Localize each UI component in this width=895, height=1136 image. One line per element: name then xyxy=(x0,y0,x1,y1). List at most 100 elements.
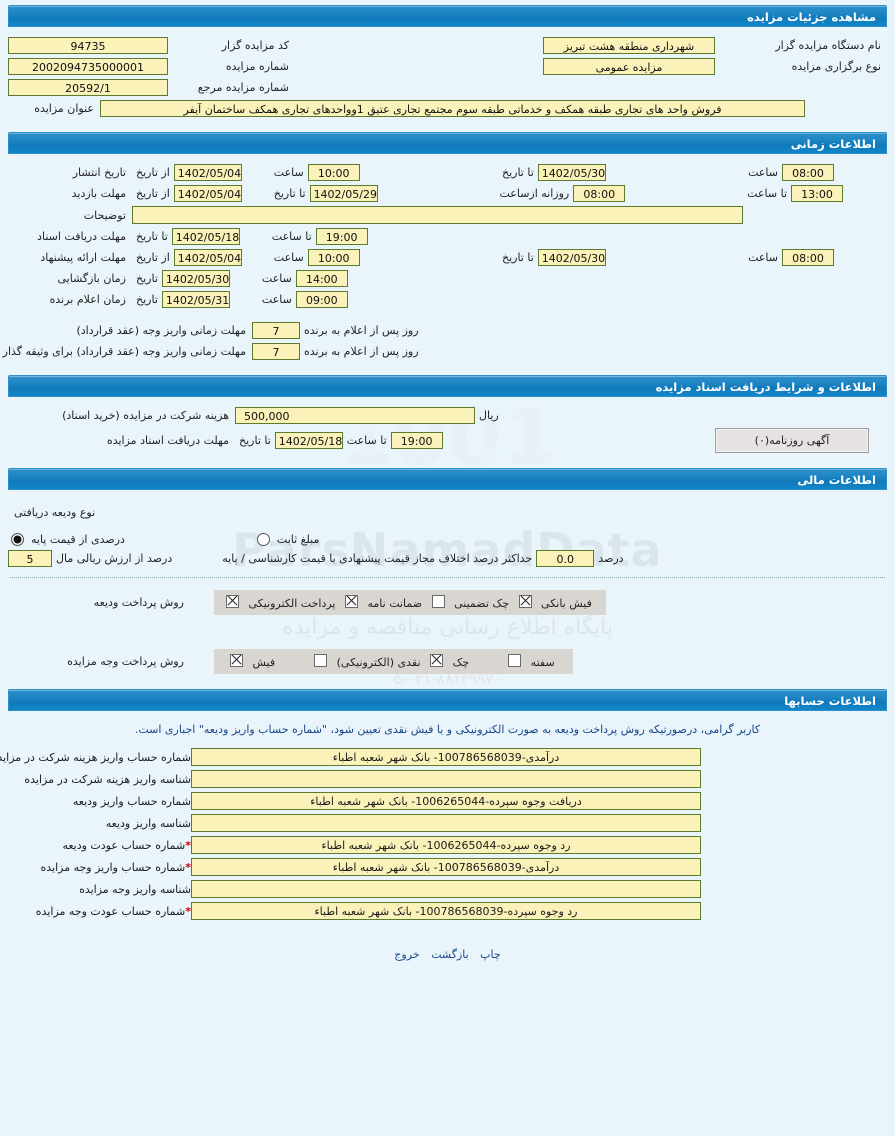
field-auction-code[interactable]: 94735 xyxy=(8,37,168,54)
label-auction-code: کد مزایده گزار xyxy=(221,39,289,52)
label-deposit-opt-3: فیش بانکی xyxy=(541,597,592,610)
field-ref-number[interactable]: 20592/1 xyxy=(8,79,168,96)
field-payment-deadline-1-days[interactable]: 7 xyxy=(252,322,300,339)
checkbox-auction-promissory-note[interactable] xyxy=(508,654,522,667)
field-participation-fee-account[interactable]: درآمدی-100786568039- بانک شهر شعبه اطباء xyxy=(191,748,701,766)
field-publish-to-hour[interactable]: 08:00 xyxy=(782,164,834,181)
field-publish-from-date[interactable]: 1402/05/04 xyxy=(173,164,242,181)
account-row: دریافت وجوه سپرده-1006265044- بانک شهر ش… xyxy=(8,792,887,810)
checkbox-auction-cheque[interactable] xyxy=(430,654,444,667)
radio-fixed-amount[interactable] xyxy=(256,533,270,546)
label-auction-refund-account: *شماره حساب عودت وجه مزایده xyxy=(35,904,191,918)
field-visit-to-date[interactable]: 1402/05/29 xyxy=(309,185,378,202)
required-asterisk: * xyxy=(185,838,191,852)
row-deposit-radios: مبلغ ثابت درصدی از قیمت پایه xyxy=(8,533,887,546)
newspaper-ad-button[interactable]: آگهی روزنامه(۰) xyxy=(715,428,869,453)
label-auction-title: عنوان مزایده xyxy=(34,102,94,115)
field-payment-deadline-2-days[interactable]: 7 xyxy=(252,343,300,360)
label-publish: تاریخ انتشار xyxy=(72,166,126,179)
field-winner-hour[interactable]: 09:00 xyxy=(295,291,348,308)
divider-dotted xyxy=(10,577,885,578)
field-holding-type[interactable]: مزایده عمومی xyxy=(543,58,715,75)
field-max-diff-percent[interactable]: 0.0 xyxy=(536,550,595,567)
field-description[interactable] xyxy=(132,206,743,224)
field-doc-deadline-hour[interactable]: 19:00 xyxy=(390,432,443,449)
field-participation-fee[interactable]: 500,000 xyxy=(235,407,475,424)
label-publish-to-hour: ساعت xyxy=(748,166,778,179)
label-participation-fee: هزینه شرکت در مزایده (خرید اسناد) xyxy=(62,409,229,422)
field-org-name[interactable]: شهرداری منطقه هشت تبریز xyxy=(543,37,715,54)
section-body-details: نام دستگاه مزایده گزار شهرداری منطقه هشت… xyxy=(8,27,887,127)
accounts-notice: کاربر گرامی، درصورتیکه روش پرداخت ودیعه … xyxy=(134,723,761,736)
label-doc-deadline-hour: تا ساعت xyxy=(346,434,387,447)
field-auction-title[interactable]: فروش واحد های تجاری طبقه همکف و خدماتی ط… xyxy=(100,100,805,117)
label-org-name: نام دستگاه مزایده گزار xyxy=(775,39,881,52)
label-doc-receive-hour: تا ساعت xyxy=(271,230,312,243)
label-offer-from-hour: ساعت xyxy=(273,251,304,264)
field-opening-hour[interactable]: 14:00 xyxy=(295,270,348,287)
field-visit-from-date[interactable]: 1402/05/04 xyxy=(173,185,242,202)
label-auction-opt-1: نقدی (الکترونیکی) xyxy=(336,656,421,669)
row-offer-submit: 08:00 ساعت 1402/05/30 تا تاریخ 10:00 ساع… xyxy=(8,249,887,266)
account-row: شناسه واریز ودیعه xyxy=(8,814,887,832)
label-deposit-payment: روش پرداخت ودیعه xyxy=(93,596,184,609)
checkbox-deposit-guaranteed-cheque[interactable] xyxy=(431,595,445,608)
field-deposit-percent[interactable]: 5 xyxy=(8,550,52,567)
section-header-docs: اطلاعات و شرایط دریافت اسناد مزایده xyxy=(8,375,887,397)
field-publish-from-hour[interactable]: 10:00 xyxy=(307,164,360,181)
account-row: شناسه واریز هزینه شرکت در مزایده xyxy=(8,770,887,788)
section-body-finance: نوع ودیعه دریافتی مبلغ ثابت درصدی از قیم… xyxy=(8,490,887,684)
label-publish-to-date: تا تاریخ xyxy=(501,166,534,179)
field-offer-from-date[interactable]: 1402/05/04 xyxy=(173,249,242,266)
field-offer-to-date[interactable]: 1402/05/30 xyxy=(537,249,606,266)
checkbox-deposit-guarantee-letter[interactable] xyxy=(345,595,358,608)
field-visit-to-hour[interactable]: 13:00 xyxy=(791,185,843,202)
field-opening-date[interactable]: 1402/05/30 xyxy=(161,270,230,287)
row-deposit-payment-methods: فیش بانکی چک تضمینی ضمانت نامه پرداخت ال… xyxy=(8,590,887,615)
checkbox-deposit-bank-receipt[interactable] xyxy=(518,595,532,608)
label-holding-type: نوع برگزاری مزایده xyxy=(791,60,881,73)
field-auction-number[interactable]: 2002094735000001 xyxy=(8,58,168,75)
label-opening-hour: ساعت xyxy=(261,272,292,285)
label-winner-hour: ساعت xyxy=(261,293,292,306)
exit-link[interactable]: خروج xyxy=(394,948,420,961)
checkbox-auction-cash-electronic[interactable] xyxy=(314,654,328,667)
section-body-time: 08:00 ساعت 1402/05/30 تا تاریخ 10:00 ساع… xyxy=(3,154,887,370)
print-link[interactable]: چاپ xyxy=(480,948,501,961)
back-link[interactable]: بازگشت xyxy=(431,948,469,961)
field-deposit-account[interactable]: دریافت وجوه سپرده-1006265044- بانک شهر ش… xyxy=(191,792,701,810)
field-offer-to-hour[interactable]: 08:00 xyxy=(782,249,834,266)
label-auction-opt-3: سفته xyxy=(530,656,555,669)
field-publish-to-date[interactable]: 1402/05/30 xyxy=(537,164,606,181)
field-deposit-refund-account[interactable]: رد وجوه سپرده-1006265044- بانک شهر شعبه … xyxy=(191,836,701,854)
field-participation-fee-identifier[interactable] xyxy=(191,770,701,788)
label-offer-to-date: تا تاریخ xyxy=(501,251,534,264)
field-winner-date[interactable]: 1402/05/31 xyxy=(161,291,230,308)
label-deposit-type: نوع ودیعه دریافتی xyxy=(14,506,96,519)
row-number-and-type: نوع برگزاری مزایده مزایده عمومی شماره مز… xyxy=(8,58,887,75)
field-doc-receive-hour[interactable]: 19:00 xyxy=(315,228,368,245)
field-doc-deadline-date[interactable]: 1402/05/18 xyxy=(274,432,343,449)
section-header-details: مشاهده جزئیات مزایده xyxy=(8,5,887,27)
account-row: درآمدی-100786568039- بانک شهر شعبه اطباء… xyxy=(8,858,887,876)
field-offer-from-hour[interactable]: 10:00 xyxy=(307,249,360,266)
label-doc-deadline: مهلت دریافت اسناد مزایده xyxy=(106,434,229,447)
field-doc-receive-date[interactable]: 1402/05/18 xyxy=(171,228,240,245)
row-ref-number: شماره مزایده مرجع 20592/1 xyxy=(8,79,887,96)
label-winner-date: تاریخ xyxy=(136,293,158,306)
label-deposit-opt-0: پرداخت الکترونیکی xyxy=(248,597,336,610)
radio-percent-of-base[interactable] xyxy=(11,533,24,546)
checkbox-deposit-electronic[interactable] xyxy=(226,595,239,608)
field-visit-daily-hour[interactable]: 08:00 xyxy=(573,185,626,202)
label-deposit-identifier: شناسه واریز ودیعه xyxy=(105,816,191,830)
field-deposit-identifier[interactable] xyxy=(191,814,701,832)
label-auction-payment-identifier: شناسه واریز وجه مزایده xyxy=(79,882,191,896)
field-auction-payment-identifier[interactable] xyxy=(191,880,701,898)
row-doc-deadline: آگهی روزنامه(۰) 19:00 تا ساعت 1402/05/18… xyxy=(8,428,887,453)
label-participation-fee-identifier: شناسه واریز هزینه شرکت در مزایده xyxy=(24,772,191,786)
field-auction-refund-account[interactable]: رد وجوه سپرده-100786568039- بانک شهر شعب… xyxy=(191,902,701,920)
field-auction-payment-account[interactable]: درآمدی-100786568039- بانک شهر شعبه اطباء xyxy=(191,858,701,876)
label-winner-announce: زمان اعلام برنده xyxy=(49,293,126,306)
checkbox-auction-receipt[interactable] xyxy=(230,654,243,667)
label-opening-date: تاریخ xyxy=(136,272,158,285)
